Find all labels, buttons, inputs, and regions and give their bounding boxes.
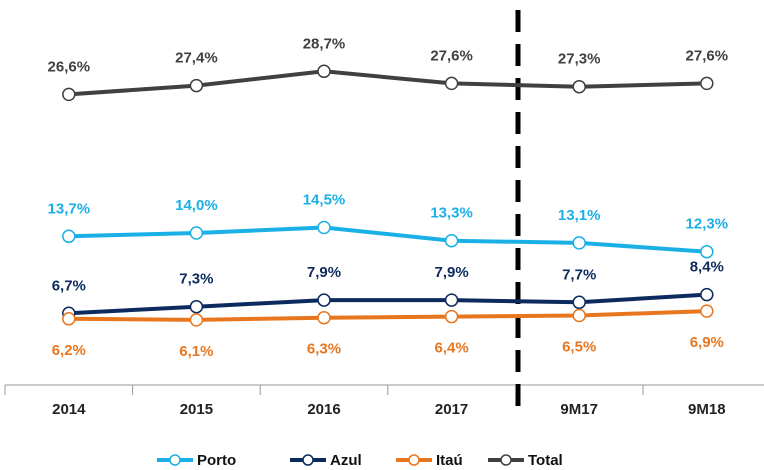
- legend-marker: [302, 454, 314, 466]
- x-tick-label: 9M17: [560, 401, 598, 418]
- x-tick-label: 2017: [435, 401, 468, 418]
- point: [444, 293, 459, 307]
- data-label: 27,4%: [175, 50, 218, 67]
- series-line: [68, 225, 707, 254]
- legend-marker: [500, 454, 512, 466]
- point: [62, 229, 76, 244]
- data-label: 6,9%: [690, 334, 724, 351]
- data-label: 13,1%: [558, 207, 601, 224]
- data-label: 7,7%: [562, 266, 596, 283]
- point: [317, 220, 331, 235]
- x-tick-label: 2016: [307, 401, 340, 418]
- point: [317, 310, 331, 325]
- data-label: 7,3%: [179, 271, 213, 288]
- x-tick-label: 2014: [52, 401, 86, 418]
- data-label: 6,1%: [179, 343, 213, 360]
- data-label: 13,7%: [48, 200, 91, 217]
- x-tick-label: 2015: [180, 401, 213, 418]
- data-label: 12,3%: [686, 216, 729, 233]
- point: [62, 87, 76, 102]
- data-label: 27,6%: [430, 47, 473, 64]
- point: [189, 313, 204, 327]
- point: [700, 244, 714, 259]
- point: [189, 78, 204, 93]
- data-label: 27,6%: [686, 47, 729, 64]
- data-label: 6,2%: [52, 342, 86, 359]
- point: [444, 309, 459, 324]
- data-label: 7,9%: [434, 264, 468, 281]
- legend-label: Total: [528, 452, 563, 469]
- data-label: 6,3%: [307, 341, 341, 358]
- point: [572, 308, 586, 323]
- data-label: 8,4%: [690, 259, 724, 276]
- x-tick-label: 9M18: [688, 401, 726, 418]
- data-label: 26,6%: [48, 58, 91, 75]
- point: [444, 76, 459, 91]
- point: [700, 304, 714, 318]
- point: [444, 233, 459, 248]
- point: [572, 79, 586, 94]
- legend-label: Porto: [197, 452, 236, 469]
- data-label: 27,3%: [558, 51, 601, 68]
- series-line: [68, 309, 707, 322]
- point: [317, 293, 331, 307]
- data-label: 7,9%: [307, 264, 341, 281]
- point: [317, 64, 331, 79]
- data-label: 6,7%: [52, 277, 86, 294]
- point: [62, 312, 76, 326]
- point: [189, 299, 204, 314]
- point: [700, 287, 714, 302]
- point: [189, 226, 204, 240]
- data-label: 13,3%: [430, 205, 473, 222]
- point: [572, 295, 586, 310]
- legend-label: Azul: [330, 452, 362, 469]
- series-line: [68, 69, 707, 97]
- legend-label: Itaú: [436, 452, 463, 469]
- point: [700, 76, 714, 91]
- data-label: 28,7%: [303, 35, 346, 52]
- data-label: 6,5%: [562, 338, 596, 355]
- legend-marker: [169, 454, 181, 466]
- series-line: [68, 292, 707, 316]
- data-label: 14,5%: [303, 191, 346, 208]
- data-label: 6,4%: [434, 340, 468, 357]
- point: [572, 236, 586, 250]
- legend-marker: [408, 454, 420, 466]
- data-label: 14,0%: [175, 197, 218, 214]
